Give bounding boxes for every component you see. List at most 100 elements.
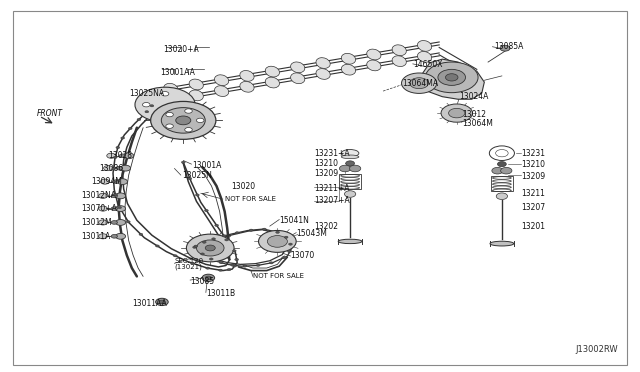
Circle shape xyxy=(173,255,177,257)
Circle shape xyxy=(233,265,237,267)
Circle shape xyxy=(236,232,239,234)
Text: 13209: 13209 xyxy=(314,169,338,178)
Circle shape xyxy=(212,238,216,240)
Ellipse shape xyxy=(341,54,356,64)
Ellipse shape xyxy=(367,60,381,71)
Circle shape xyxy=(99,206,108,211)
Circle shape xyxy=(500,45,510,51)
Circle shape xyxy=(497,161,506,167)
Circle shape xyxy=(259,231,296,252)
Text: 13001AA: 13001AA xyxy=(160,68,195,77)
Circle shape xyxy=(99,234,108,239)
Circle shape xyxy=(180,103,188,107)
Text: 13211+A: 13211+A xyxy=(314,184,349,193)
Circle shape xyxy=(232,250,236,252)
Circle shape xyxy=(121,137,125,139)
Circle shape xyxy=(215,224,218,227)
Circle shape xyxy=(156,298,168,305)
Circle shape xyxy=(220,262,223,264)
Circle shape xyxy=(196,118,204,122)
Ellipse shape xyxy=(417,41,432,51)
Circle shape xyxy=(449,108,465,118)
Text: 13070: 13070 xyxy=(291,251,315,260)
Circle shape xyxy=(209,258,213,260)
Circle shape xyxy=(205,245,215,251)
Circle shape xyxy=(401,73,436,93)
Text: 13064M: 13064M xyxy=(461,119,493,128)
Circle shape xyxy=(284,236,288,238)
Text: SEC.120: SEC.120 xyxy=(175,258,204,264)
Circle shape xyxy=(250,229,253,231)
Circle shape xyxy=(492,167,503,174)
Circle shape xyxy=(206,267,209,269)
Circle shape xyxy=(202,241,206,243)
Text: 13012M: 13012M xyxy=(82,218,112,227)
Circle shape xyxy=(219,269,222,271)
Circle shape xyxy=(268,235,287,247)
Circle shape xyxy=(196,240,224,256)
Ellipse shape xyxy=(417,51,432,62)
Circle shape xyxy=(137,118,141,121)
Circle shape xyxy=(150,102,216,140)
Ellipse shape xyxy=(316,68,330,79)
Text: (13021): (13021) xyxy=(175,264,202,270)
Circle shape xyxy=(276,231,280,233)
Circle shape xyxy=(139,233,143,235)
Ellipse shape xyxy=(240,71,254,81)
Circle shape xyxy=(161,92,169,96)
Circle shape xyxy=(116,193,125,199)
Text: 13211: 13211 xyxy=(521,189,545,198)
Circle shape xyxy=(441,104,472,122)
Text: 13001A: 13001A xyxy=(193,161,222,170)
Circle shape xyxy=(185,128,192,132)
Ellipse shape xyxy=(240,81,254,92)
Circle shape xyxy=(129,127,132,129)
Circle shape xyxy=(445,74,458,81)
Ellipse shape xyxy=(490,241,514,246)
Text: 13207+A: 13207+A xyxy=(314,196,349,205)
Ellipse shape xyxy=(316,58,330,68)
Text: 14650X: 14650X xyxy=(413,61,442,70)
Circle shape xyxy=(230,264,234,266)
Circle shape xyxy=(235,259,239,261)
Text: 13025NA: 13025NA xyxy=(129,89,164,97)
Text: 13024A: 13024A xyxy=(460,92,488,101)
Text: 15043M: 15043M xyxy=(296,229,327,238)
Text: 13012NA: 13012NA xyxy=(82,191,116,201)
Circle shape xyxy=(111,221,117,224)
Circle shape xyxy=(195,194,199,196)
Circle shape xyxy=(490,146,515,160)
Circle shape xyxy=(112,181,116,183)
Circle shape xyxy=(202,274,214,282)
Ellipse shape xyxy=(214,86,228,96)
Ellipse shape xyxy=(341,64,356,75)
Circle shape xyxy=(116,206,125,212)
Ellipse shape xyxy=(291,73,305,84)
Circle shape xyxy=(225,239,228,241)
Circle shape xyxy=(346,161,355,166)
Text: 13011B: 13011B xyxy=(206,289,235,298)
Circle shape xyxy=(339,165,351,172)
Text: 13011AA: 13011AA xyxy=(132,299,166,308)
Circle shape xyxy=(289,243,292,245)
Circle shape xyxy=(205,276,211,280)
Text: 13020: 13020 xyxy=(231,182,255,191)
Text: 13210: 13210 xyxy=(521,160,545,169)
Circle shape xyxy=(113,180,119,183)
Circle shape xyxy=(124,153,134,159)
Circle shape xyxy=(349,165,361,172)
Circle shape xyxy=(205,209,208,212)
Ellipse shape xyxy=(189,90,204,101)
Ellipse shape xyxy=(265,66,280,77)
Circle shape xyxy=(117,179,127,185)
Text: 13210: 13210 xyxy=(314,159,338,168)
Text: 13085: 13085 xyxy=(190,277,214,286)
Circle shape xyxy=(150,105,154,107)
Circle shape xyxy=(161,108,205,133)
Text: 13201: 13201 xyxy=(521,222,545,231)
Ellipse shape xyxy=(341,155,359,159)
Text: 13011A: 13011A xyxy=(82,232,111,241)
Circle shape xyxy=(344,191,356,197)
Circle shape xyxy=(143,103,150,107)
Circle shape xyxy=(176,116,191,125)
